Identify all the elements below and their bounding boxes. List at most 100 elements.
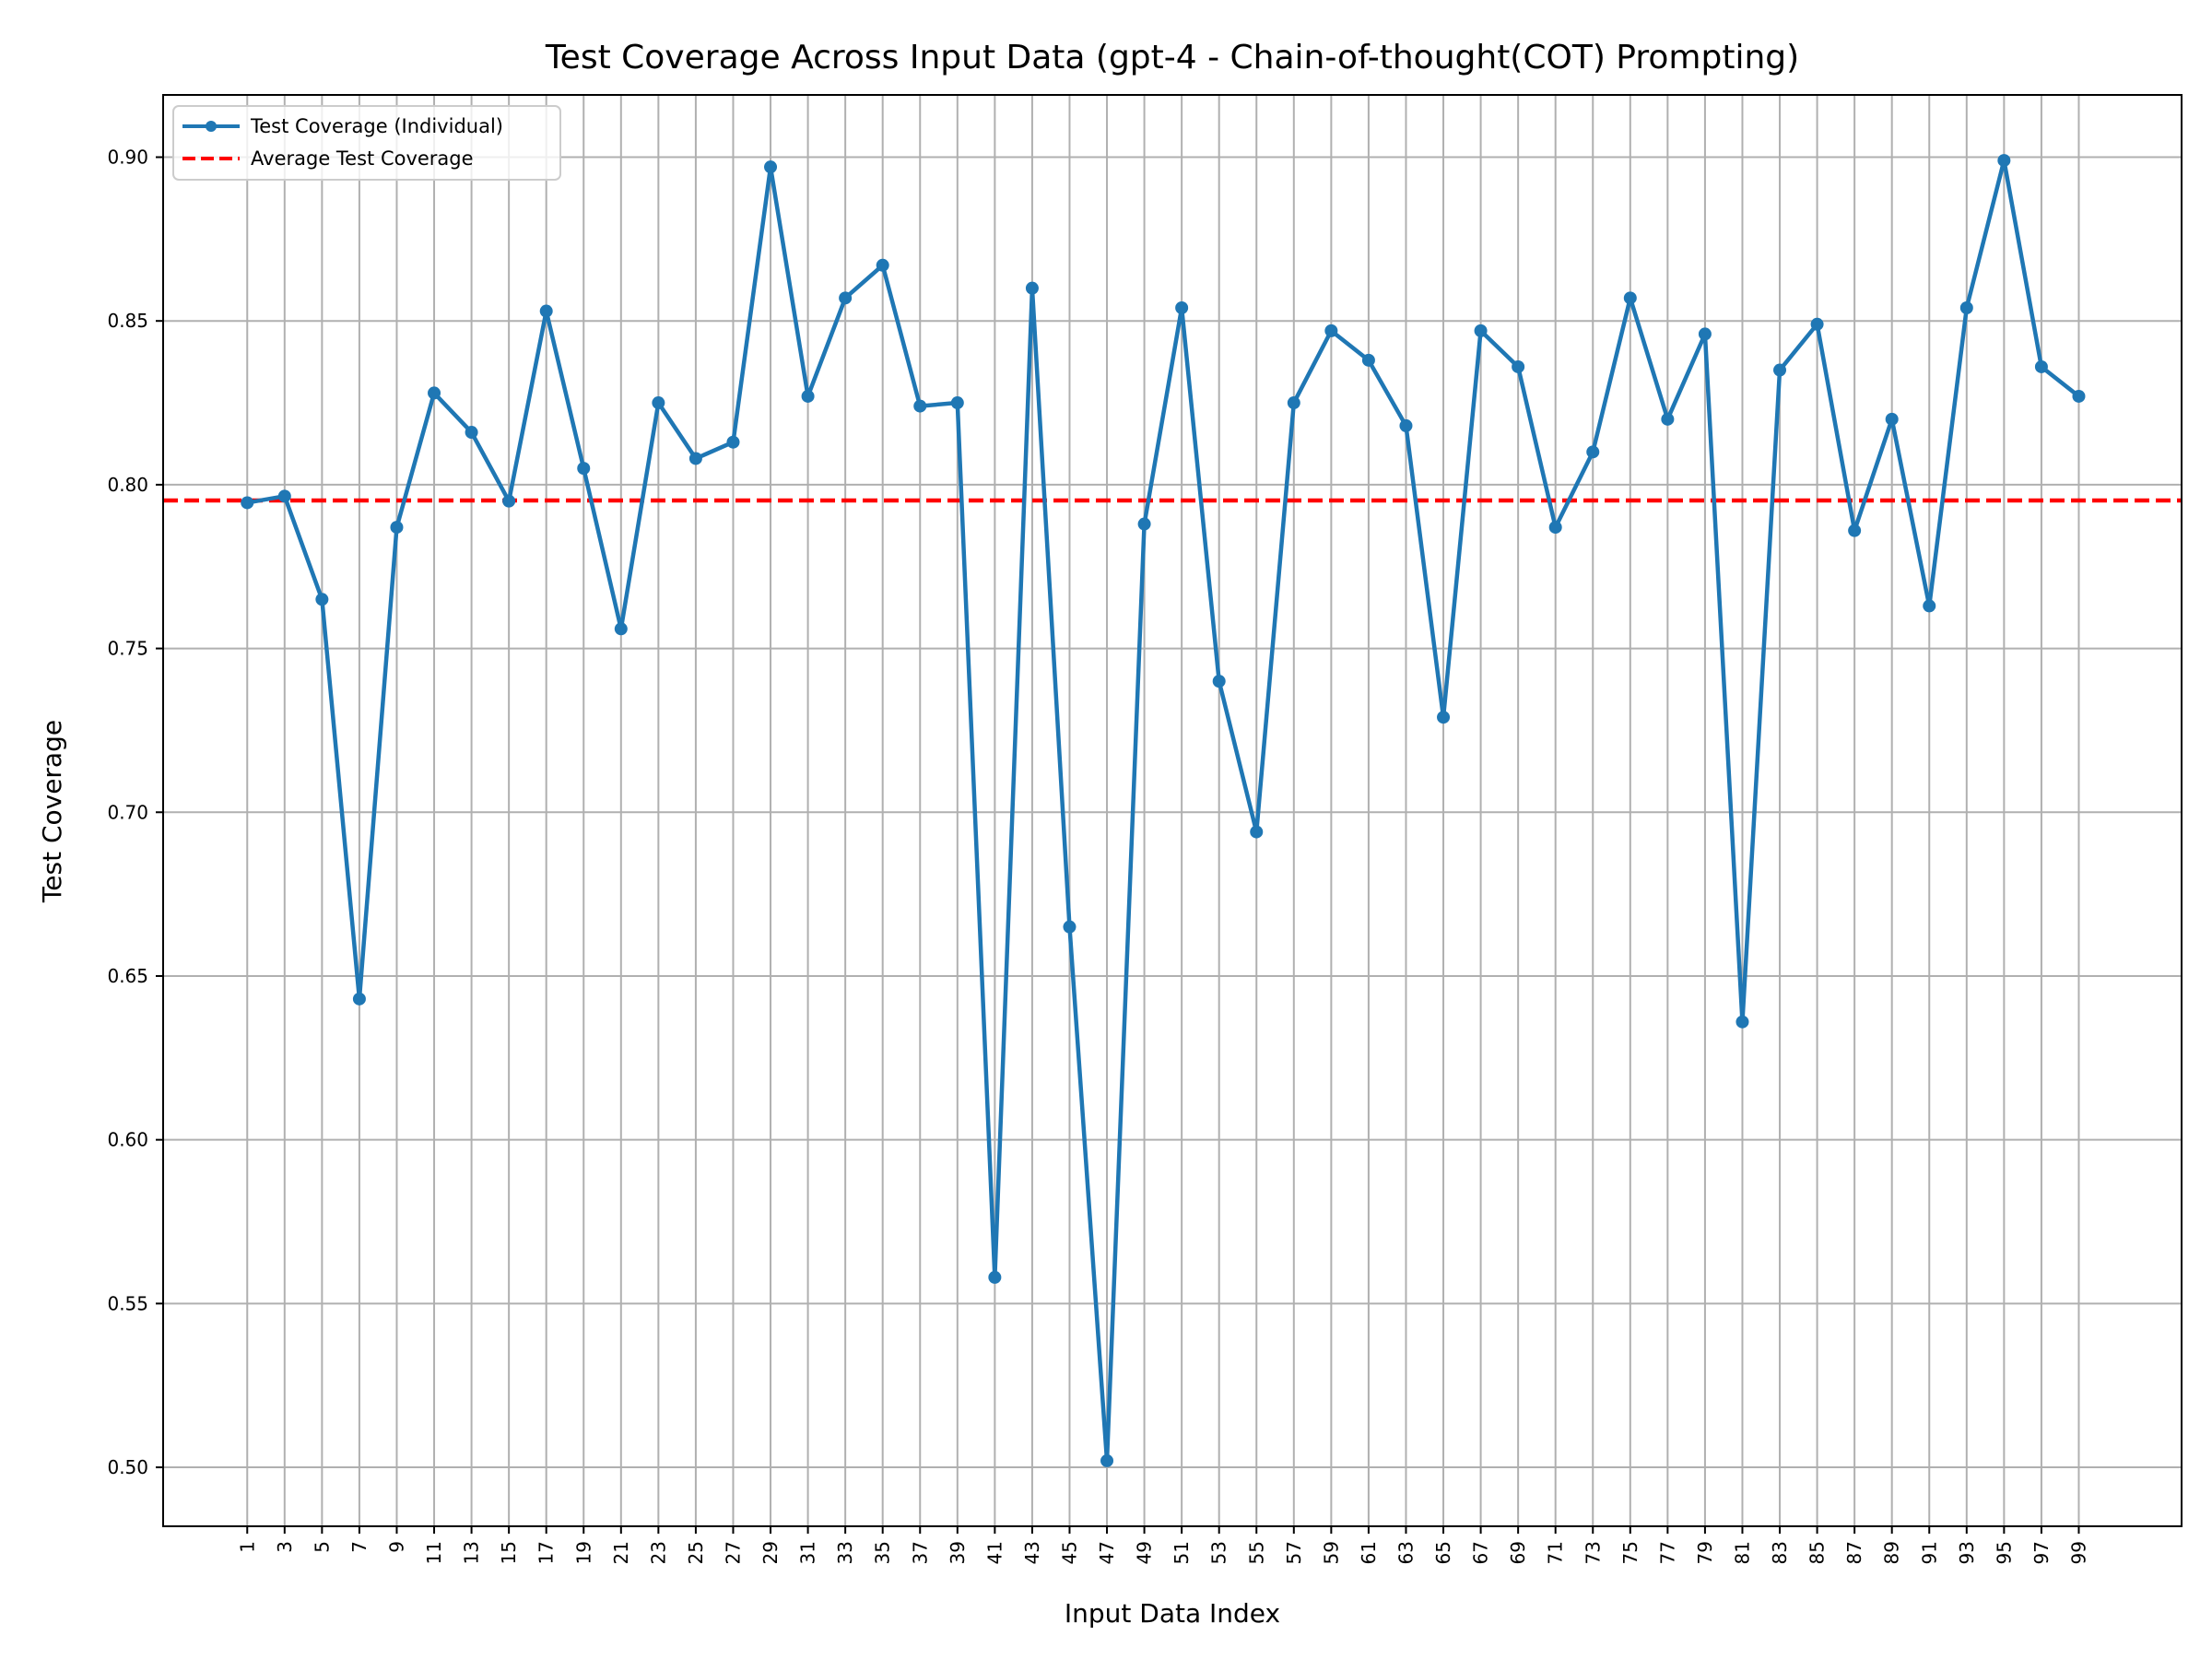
x-tick-label: 25 <box>685 1541 707 1564</box>
data-point <box>390 521 404 535</box>
data-point <box>1773 363 1787 377</box>
y-tick-label: 0.85 <box>107 310 148 332</box>
data-point <box>539 304 553 318</box>
x-tick-label: 47 <box>1096 1541 1118 1564</box>
data-point <box>1361 353 1375 367</box>
x-tick-label: 13 <box>461 1541 483 1564</box>
x-tick-label: 51 <box>1171 1541 1193 1564</box>
y-tick-label: 0.55 <box>107 1292 148 1314</box>
x-tick-label: 49 <box>1134 1541 1156 1564</box>
data-point <box>1848 524 1862 537</box>
data-point <box>352 992 366 1006</box>
x-tick-label: 19 <box>572 1541 594 1564</box>
data-point <box>1137 517 1151 531</box>
x-tick-label: 57 <box>1283 1541 1305 1564</box>
x-tick-label: 5 <box>311 1541 333 1553</box>
y-tick-label: 0.90 <box>107 147 148 169</box>
y-axis-ticks: 0.50 0.55 0.60 0.65 0.70 0.75 0.80 0.85 0.90 <box>107 147 163 1478</box>
x-tick-label: 85 <box>1806 1541 1829 1564</box>
x-tick-label: 75 <box>1619 1541 1641 1564</box>
x-tick-label: 3 <box>274 1541 296 1553</box>
x-tick-label: 11 <box>423 1541 445 1564</box>
y-tick-label: 0.75 <box>107 638 148 660</box>
data-point <box>688 452 702 465</box>
legend: Test Coverage (Individual) Average Test … <box>172 105 561 181</box>
x-tick-label: 97 <box>2030 1541 2053 1564</box>
data-point <box>652 396 665 410</box>
x-tick-label: 63 <box>1394 1541 1417 1564</box>
data-point <box>1623 291 1637 305</box>
data-point <box>1212 675 1226 688</box>
data-point <box>315 593 329 606</box>
data-point <box>1885 412 1899 426</box>
x-tick-label: 17 <box>535 1541 558 1564</box>
y-tick-label: 0.50 <box>107 1456 148 1478</box>
legend-marker-individual <box>206 121 217 132</box>
data-point <box>1250 825 1264 839</box>
grid-lines <box>163 95 2182 1526</box>
data-point <box>1399 418 1413 432</box>
data-point <box>1474 324 1488 337</box>
x-tick-label: 79 <box>1694 1541 1716 1564</box>
x-tick-label: 31 <box>797 1541 819 1564</box>
data-point <box>465 426 478 440</box>
legend-label-average: Average Test Coverage <box>251 147 474 170</box>
x-tick-label: 95 <box>1993 1541 2015 1564</box>
x-tick-label: 33 <box>834 1541 856 1564</box>
x-tick-label: 89 <box>1881 1541 1903 1564</box>
x-tick-label: 61 <box>1358 1541 1380 1564</box>
data-point <box>1810 317 1824 331</box>
x-tick-label: 21 <box>610 1541 632 1564</box>
x-tick-label: 37 <box>909 1541 931 1564</box>
x-tick-label: 71 <box>1545 1541 1567 1564</box>
data-point <box>1100 1453 1114 1467</box>
data-point <box>2034 359 2048 373</box>
x-tick-label: 59 <box>1320 1541 1342 1564</box>
data-point <box>1923 599 1936 613</box>
x-tick-label: 53 <box>1208 1541 1230 1564</box>
x-tick-label: 87 <box>1843 1541 1865 1564</box>
data-point <box>726 435 740 449</box>
data-point <box>1997 154 2011 168</box>
data-point <box>428 386 441 400</box>
data-point <box>1548 521 1562 535</box>
x-tick-label: 55 <box>1245 1541 1267 1564</box>
x-tick-label: 77 <box>1656 1541 1678 1564</box>
data-point <box>577 462 591 476</box>
x-tick-label: 83 <box>1769 1541 1791 1564</box>
x-tick-label: 29 <box>759 1541 782 1564</box>
x-tick-label: 81 <box>1731 1541 1753 1564</box>
data-point <box>1586 445 1600 459</box>
x-tick-label: 45 <box>1058 1541 1080 1564</box>
data-point <box>2072 389 2086 403</box>
data-point <box>241 496 254 510</box>
x-tick-label: 1 <box>236 1541 258 1553</box>
data-point <box>801 389 815 403</box>
data-point <box>839 291 853 305</box>
x-axis-label: Input Data Index <box>1065 1598 1280 1629</box>
data-point <box>1735 1015 1749 1029</box>
data-point <box>988 1270 1002 1284</box>
x-tick-label: 73 <box>1582 1541 1604 1564</box>
series-layer <box>241 154 2086 1467</box>
x-tick-label: 93 <box>1956 1541 1978 1564</box>
data-point <box>1025 281 1039 295</box>
x-tick-label: 99 <box>2067 1541 2089 1564</box>
y-tick-label: 0.65 <box>107 965 148 987</box>
x-tick-label: 67 <box>1470 1541 1492 1564</box>
x-tick-label: 69 <box>1507 1541 1529 1564</box>
x-tick-label: 41 <box>983 1541 1006 1564</box>
y-tick-label: 0.80 <box>107 474 148 496</box>
data-point <box>1287 396 1300 410</box>
data-point <box>1437 711 1451 724</box>
data-point <box>764 160 778 174</box>
data-point <box>913 399 927 413</box>
data-point <box>950 396 964 410</box>
data-point <box>614 622 628 636</box>
data-point <box>1661 412 1675 426</box>
y-axis-label: Test Coverage <box>37 720 67 903</box>
x-tick-label: 7 <box>348 1541 371 1553</box>
x-tick-label: 9 <box>385 1541 407 1553</box>
y-tick-label: 0.70 <box>107 801 148 823</box>
